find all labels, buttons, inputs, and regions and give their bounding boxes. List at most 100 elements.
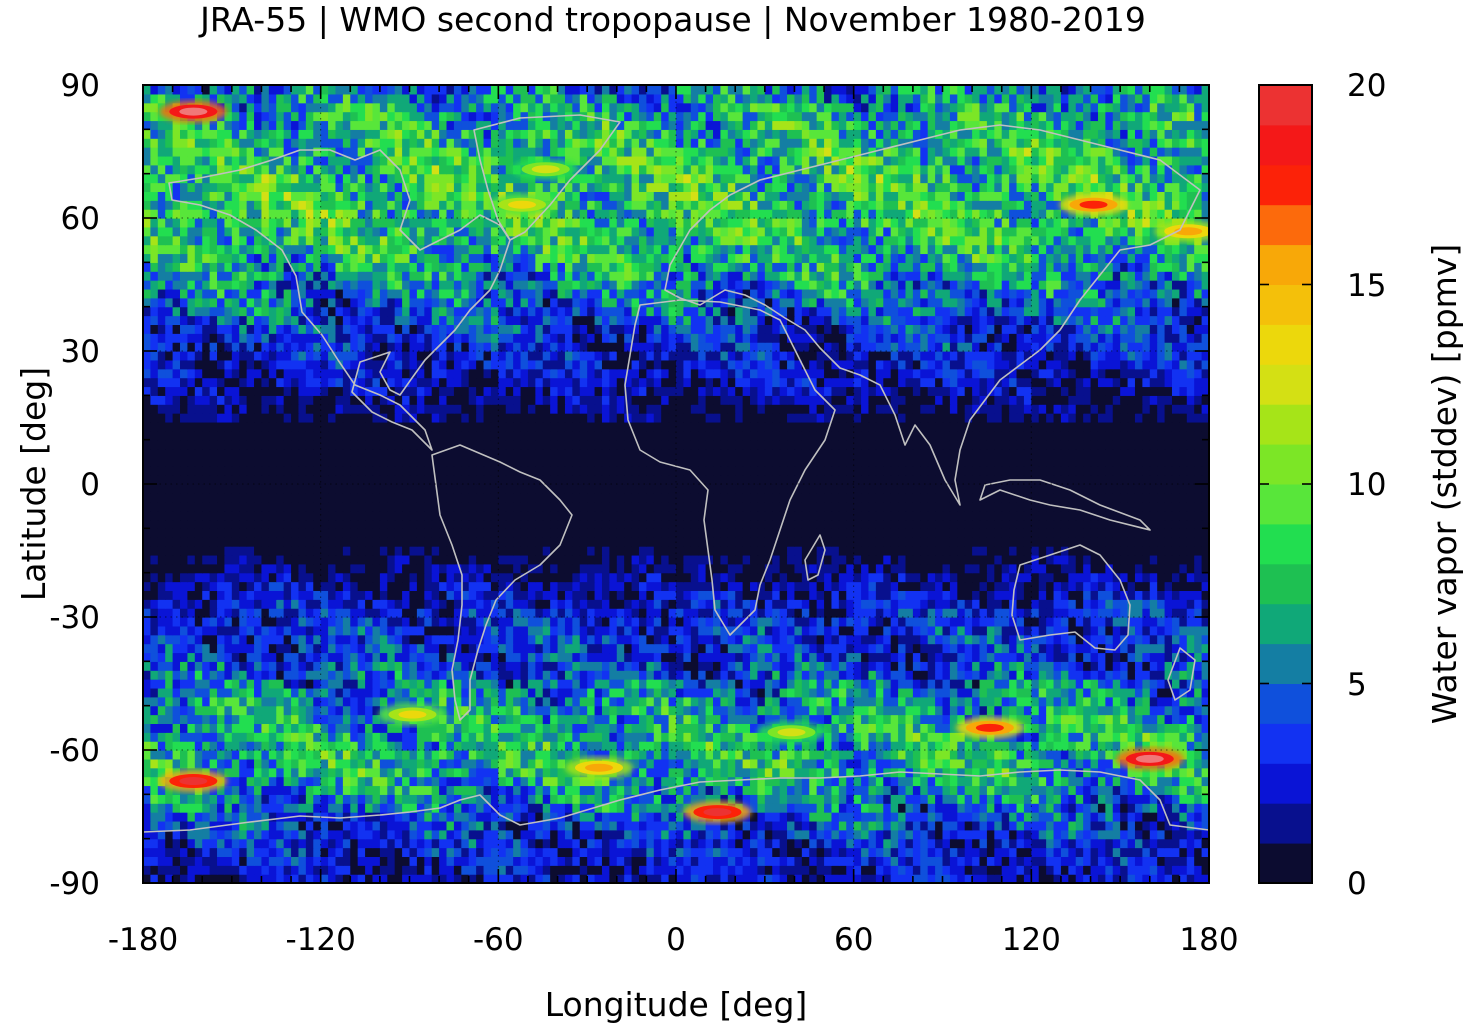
heatmap-cell xyxy=(1075,803,1084,813)
heatmap-cell xyxy=(705,732,714,742)
heatmap-cell xyxy=(1194,617,1203,627)
heatmap-cell xyxy=(394,687,403,698)
heatmap-cell xyxy=(268,794,277,804)
heatmap-cell xyxy=(757,785,766,795)
heatmap-cell xyxy=(431,856,440,866)
heatmap-cell xyxy=(328,829,337,840)
heatmap-cell xyxy=(972,608,981,618)
heatmap-cell xyxy=(505,670,514,680)
heatmap-cell xyxy=(239,732,248,742)
heatmap-cell xyxy=(402,572,411,583)
heatmap-cell xyxy=(291,767,300,778)
heatmap-cell xyxy=(1186,608,1195,618)
heatmap-cell xyxy=(957,617,966,627)
heatmap-cell xyxy=(1179,670,1188,680)
heatmap-cell xyxy=(550,776,559,787)
heatmap-cell xyxy=(757,750,766,760)
heatmap-cell xyxy=(831,812,840,822)
heatmap-cell xyxy=(638,838,647,849)
heatmap-cell xyxy=(853,687,862,698)
heatmap-cell xyxy=(683,625,692,636)
heatmap-cell xyxy=(1097,803,1106,813)
heatmap-cell xyxy=(1127,847,1136,857)
heatmap-cell xyxy=(439,785,448,795)
heatmap-cell xyxy=(194,829,203,840)
heatmap-cell xyxy=(387,776,396,787)
heatmap-cell xyxy=(1068,865,1077,875)
heatmap-cell xyxy=(972,696,981,707)
heatmap-cell xyxy=(535,634,544,645)
heatmap-cell xyxy=(942,696,951,707)
heatmap-cell xyxy=(683,617,692,627)
heatmap-cell xyxy=(683,652,692,662)
heatmap-cell xyxy=(668,820,677,831)
heatmap-cell xyxy=(157,741,166,751)
heatmap-cell xyxy=(224,847,233,857)
heatmap-cell xyxy=(1194,634,1203,645)
heatmap-cell xyxy=(409,723,418,733)
heatmap-cell xyxy=(735,838,744,849)
heatmap-cell xyxy=(735,732,744,742)
heatmap-cell xyxy=(1009,750,1018,760)
heatmap-cell xyxy=(1179,750,1188,760)
heatmap-cell xyxy=(350,696,359,707)
heatmap-cell xyxy=(461,625,470,636)
heatmap-cell xyxy=(505,590,514,600)
heatmap-cell xyxy=(772,696,781,707)
heatmap-cell xyxy=(209,625,218,636)
heatmap-cell xyxy=(542,590,551,600)
heatmap-cell xyxy=(750,820,759,831)
heatmap-cell xyxy=(735,679,744,689)
heatmap-cell xyxy=(298,776,307,787)
heatmap-cell xyxy=(646,652,655,662)
heatmap-cell xyxy=(861,856,870,866)
heatmap-cell xyxy=(927,608,936,618)
heatmap-cell xyxy=(379,785,388,795)
heatmap-cell xyxy=(1038,705,1047,716)
heatmap-cell xyxy=(942,670,951,680)
heatmap-cell xyxy=(1157,625,1166,636)
heatmap-cell xyxy=(927,643,936,654)
heatmap-cell xyxy=(505,794,514,804)
heatmap-cell xyxy=(787,599,796,609)
heatmap-cell xyxy=(365,874,374,883)
heatmap-cell xyxy=(668,785,677,795)
heatmap-cell xyxy=(157,847,166,857)
heatmap-cell xyxy=(1164,794,1173,804)
heatmap-cell xyxy=(476,820,485,831)
heatmap-cell xyxy=(320,581,329,591)
heatmap-cell xyxy=(246,572,255,583)
heatmap-cell xyxy=(194,617,203,627)
heatmap-cell xyxy=(594,661,603,671)
heatmap-cell xyxy=(202,723,211,733)
heatmap-cell xyxy=(801,661,810,671)
heatmap-cell xyxy=(698,829,707,840)
heatmap-cell xyxy=(305,838,314,849)
heatmap-cell xyxy=(202,794,211,804)
heatmap-cell xyxy=(979,820,988,831)
heatmap-cell xyxy=(1171,794,1180,804)
heatmap-cell xyxy=(520,820,529,831)
heatmap-cell xyxy=(1194,714,1203,724)
heatmap-cell xyxy=(157,767,166,778)
heatmap-cell xyxy=(387,732,396,742)
heatmap-cell xyxy=(920,643,929,654)
heatmap-cell xyxy=(328,572,337,583)
heatmap-cell xyxy=(713,634,722,645)
heatmap-cell xyxy=(942,785,951,795)
heatmap-cell xyxy=(157,803,166,813)
heatmap-cell xyxy=(180,617,189,627)
heatmap-cell xyxy=(1134,776,1143,787)
heatmap-cell xyxy=(927,838,936,849)
heatmap-cell xyxy=(1090,599,1099,609)
heatmap-cell xyxy=(1031,758,1040,769)
heatmap-cell xyxy=(616,643,625,654)
heatmap-cell xyxy=(224,838,233,849)
heatmap-cell xyxy=(261,581,270,591)
heatmap-cell xyxy=(143,643,151,654)
heatmap-cell xyxy=(231,617,240,627)
heatmap-cell xyxy=(335,874,344,883)
heatmap-cell xyxy=(601,856,610,866)
heatmap-cell xyxy=(513,803,522,813)
heatmap-cell xyxy=(535,617,544,627)
